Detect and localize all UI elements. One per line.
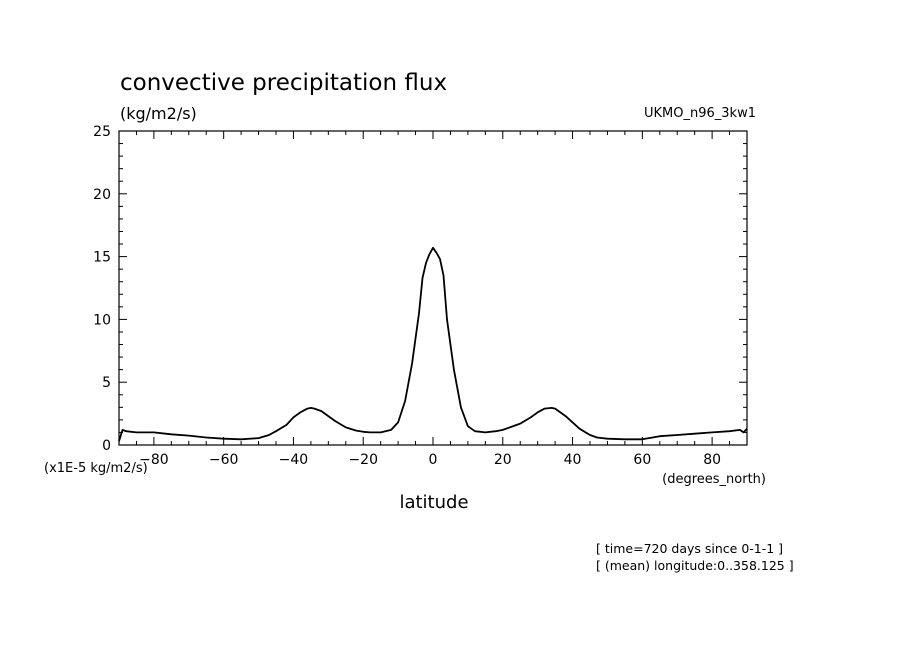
x-tick-label: −40 [279,452,309,468]
time-annotation: [ time=720 days since 0-1-1 ] [596,541,783,556]
plot-frame [118,130,748,446]
x-tick-label: 60 [633,452,651,468]
y-tick-label: 10 [93,312,111,328]
y-tick-label: 15 [93,250,111,266]
x-axis-label: latitude [399,492,468,513]
y-tick-label: 0 [102,438,111,454]
x-tick-label: −60 [209,452,239,468]
x-units-label: (degrees_north) [662,472,766,487]
model-label: UKMO_n96_3kw1 [644,106,756,121]
x-tick-label: 0 [429,452,438,468]
y-tick-label: 20 [93,187,111,203]
y-scale-label: (x1E-5 kg/m2/s) [44,461,148,476]
longitude-annotation: [ (mean) longitude:0..358.125 ] [596,558,794,573]
plot-area: 0 5 10 15 20 25 −80 −60 −40 −20 0 20 40 60 80 [93,124,748,468]
chart-title: convective precipitation flux [120,70,447,96]
units-label: (kg/m2/s) [120,104,197,123]
x-tick-label: 80 [703,452,721,468]
x-tick-label: 20 [494,452,512,468]
series-line [118,246,748,442]
x-tick-label: −20 [348,452,378,468]
x-tick-label: 40 [564,452,582,468]
y-tick-label: 25 [93,124,111,140]
x-tick-label: −80 [139,452,169,468]
y-tick-label: 5 [102,375,111,391]
